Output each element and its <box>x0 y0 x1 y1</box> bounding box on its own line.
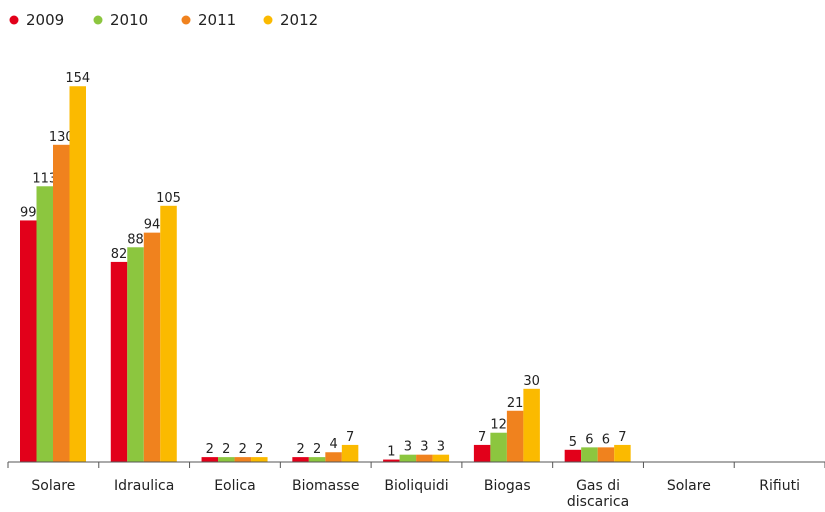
value-label: 82 <box>111 247 128 262</box>
bar <box>127 247 144 462</box>
value-label: 130 <box>49 130 74 145</box>
legend-marker <box>181 15 191 25</box>
x-tick-label: Bioliquidi <box>384 478 449 494</box>
value-label: 6 <box>585 432 593 447</box>
legend-marker <box>9 15 19 25</box>
bar <box>383 459 400 462</box>
value-label: 1 <box>387 445 395 460</box>
bar <box>69 86 86 463</box>
value-label: 7 <box>346 430 354 445</box>
value-label: 2 <box>222 442 230 457</box>
value-label: 4 <box>329 437 337 452</box>
bar <box>490 432 507 462</box>
value-label: 2 <box>239 442 247 457</box>
bar <box>614 444 631 462</box>
value-label: 2 <box>255 442 263 457</box>
value-label: 99 <box>20 205 37 220</box>
legend-label: 2010 <box>110 11 148 29</box>
legend-marker <box>93 15 103 25</box>
legend-marker <box>263 15 273 25</box>
x-tick-label: Gas di discarica <box>566 478 630 510</box>
x-tick-label: Eolica <box>214 478 256 494</box>
x-tick-label: Biogas <box>483 478 531 494</box>
x-tick-label: Rifiuti <box>759 478 800 494</box>
bar <box>234 457 252 462</box>
value-label: 7 <box>478 430 486 445</box>
bar <box>597 447 615 462</box>
value-label: 3 <box>404 440 412 455</box>
legend-label: 2012 <box>280 11 318 29</box>
bar <box>143 232 161 462</box>
bar <box>581 447 598 462</box>
x-tick-label: Biomasse <box>291 478 360 494</box>
bar <box>523 388 540 462</box>
bar <box>325 452 342 462</box>
value-label: 2 <box>313 442 321 457</box>
legend-label: 2011 <box>198 11 236 29</box>
bar <box>20 220 37 462</box>
value-label: 94 <box>144 218 161 233</box>
value-label: 2 <box>296 442 304 457</box>
value-label: 6 <box>602 432 610 447</box>
value-label: 3 <box>437 440 445 455</box>
value-label: 3 <box>420 440 428 455</box>
bar <box>473 444 491 462</box>
bar <box>251 457 268 462</box>
bar <box>416 454 433 462</box>
value-label: 12 <box>490 418 507 433</box>
value-label: 30 <box>523 374 540 389</box>
x-tick-label: Solare <box>666 478 711 494</box>
value-label: 113 <box>32 171 57 186</box>
value-label: 21 <box>507 396 524 411</box>
bar <box>292 457 309 462</box>
bar <box>341 444 359 462</box>
bar <box>564 449 582 462</box>
legend-label: 2009 <box>26 11 64 29</box>
value-label: 2 <box>206 442 214 457</box>
value-label: 88 <box>127 232 144 247</box>
value-label: 7 <box>618 430 626 445</box>
bar <box>53 144 70 463</box>
bar <box>399 454 417 462</box>
bar <box>308 457 326 462</box>
bar <box>201 457 219 462</box>
x-tick-label: Solare <box>31 478 76 494</box>
bar <box>36 186 53 462</box>
bar <box>160 205 177 463</box>
value-label: 154 <box>65 71 90 86</box>
bar <box>110 261 128 462</box>
bar <box>432 454 450 462</box>
bar <box>506 410 524 462</box>
x-tick-label: Idraulica <box>114 478 175 494</box>
value-label: 5 <box>569 435 577 450</box>
bar <box>218 457 235 462</box>
value-label: 105 <box>156 191 181 206</box>
